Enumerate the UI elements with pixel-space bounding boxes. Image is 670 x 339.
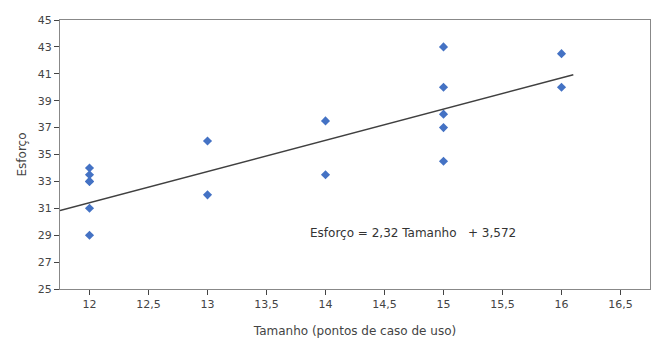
svg-text:12,5: 12,5 xyxy=(136,298,161,311)
svg-text:15,5: 15,5 xyxy=(490,298,515,311)
svg-text:Esforço = 2,32 Tamanho + 3,5: Esforço = 2,32 Tamanho + 3,572 xyxy=(310,226,516,240)
svg-text:45: 45 xyxy=(38,14,52,27)
svg-text:43: 43 xyxy=(38,41,52,54)
svg-text:25: 25 xyxy=(38,283,52,296)
svg-text:31: 31 xyxy=(38,202,52,215)
svg-text:41: 41 xyxy=(38,68,52,81)
svg-text:13,5: 13,5 xyxy=(254,298,279,311)
svg-text:27: 27 xyxy=(38,256,52,269)
svg-text:14: 14 xyxy=(319,298,333,311)
svg-text:14,5: 14,5 xyxy=(372,298,397,311)
svg-text:Esforço: Esforço xyxy=(15,132,29,176)
svg-text:16,5: 16,5 xyxy=(608,298,633,311)
svg-text:13: 13 xyxy=(201,298,215,311)
svg-text:Tamanho (pontos de caso de uso: Tamanho (pontos de caso de uso) xyxy=(253,324,456,338)
svg-text:35: 35 xyxy=(38,148,52,161)
svg-text:33: 33 xyxy=(38,175,52,188)
svg-text:16: 16 xyxy=(555,298,569,311)
svg-text:29: 29 xyxy=(38,229,52,242)
svg-text:39: 39 xyxy=(38,95,52,108)
svg-text:37: 37 xyxy=(38,121,52,134)
svg-text:15: 15 xyxy=(437,298,451,311)
svg-text:12: 12 xyxy=(83,298,97,311)
